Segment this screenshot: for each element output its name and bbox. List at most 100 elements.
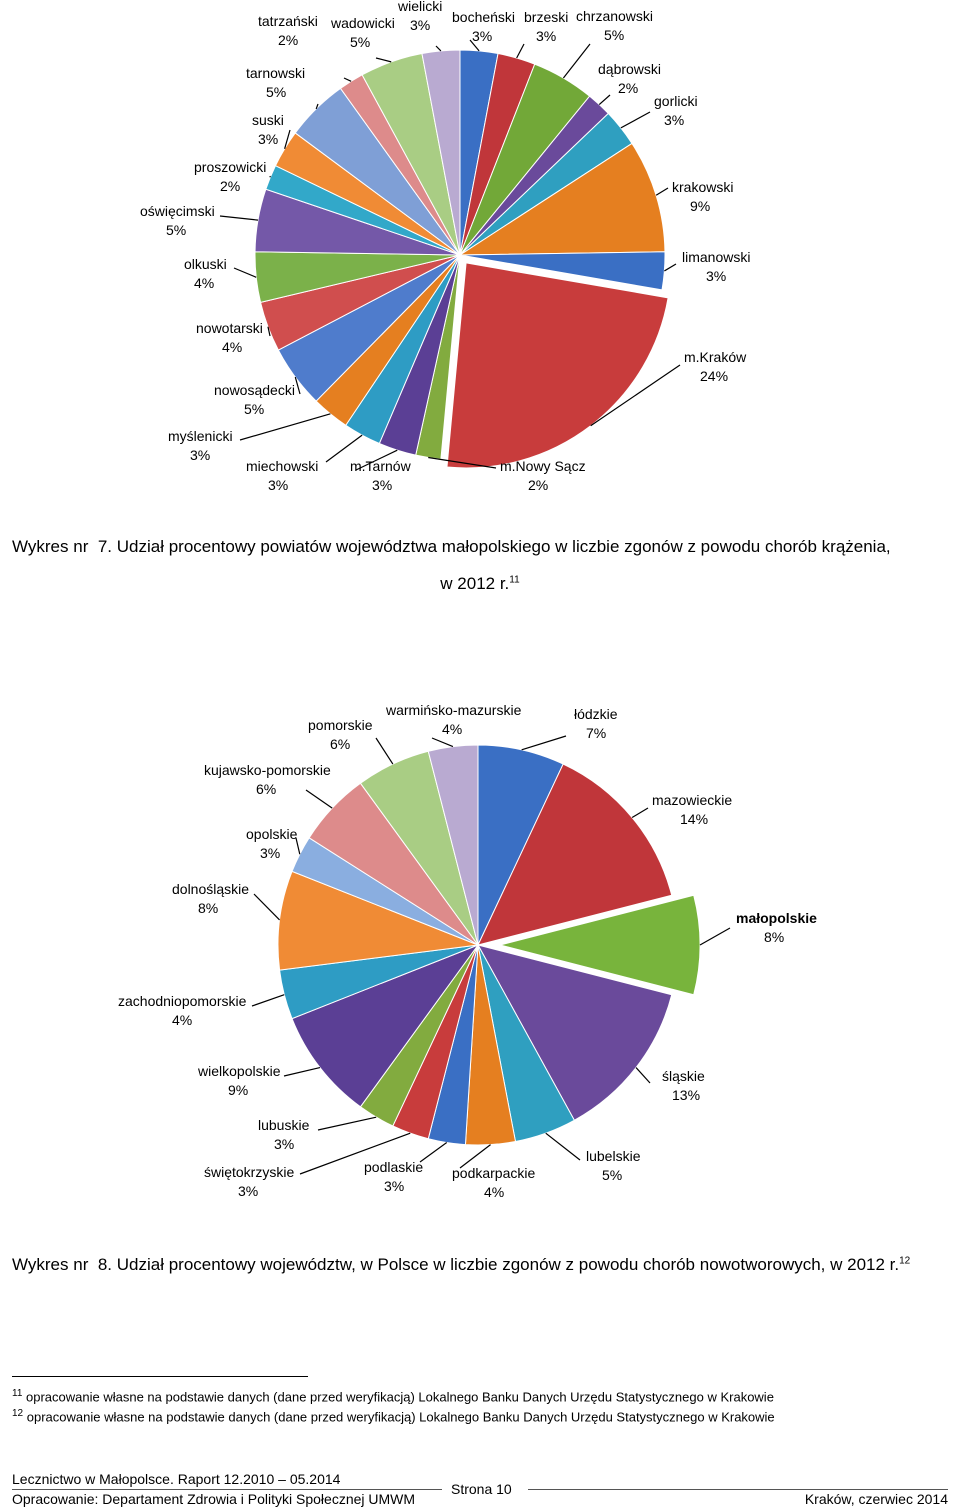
footnote-ref[interactable]: 11 — [509, 574, 520, 586]
leader-line — [343, 77, 352, 82]
slice-value-label: 3% — [664, 112, 684, 128]
caption-chart-7: Wykres nr 7. Udział procentowy powiatów … — [12, 537, 948, 557]
leader-line — [516, 43, 525, 59]
leader-line — [375, 57, 392, 63]
slice-label: tarnowski — [246, 65, 305, 81]
slice-label: m.Kraków — [684, 349, 747, 365]
slice-value-label: 3% — [238, 1183, 258, 1199]
slice-label: dąbrowski — [598, 61, 661, 77]
footnote-separator — [12, 1376, 308, 1377]
footnote-12: 12 opracowanie własne na podstawie danyc… — [12, 1408, 775, 1424]
leader-line — [375, 737, 394, 765]
leader-line — [233, 267, 257, 278]
slice-label: mazowieckie — [652, 792, 732, 808]
leader-line — [545, 1132, 581, 1161]
slice-label: chrzanowski — [576, 8, 653, 24]
slice-label: śląskie — [662, 1068, 705, 1084]
slice-value-label: 9% — [228, 1082, 248, 1098]
slice-value-label: 3% — [260, 845, 280, 861]
caption-number: 7. — [97, 537, 112, 556]
footnote-text: opracowanie własne na podstawie danych (… — [26, 1409, 775, 1425]
slice-label: pomorskie — [308, 717, 373, 733]
caption-chart-7-line2: w 2012 r.11 — [12, 574, 948, 594]
leader-line — [428, 456, 497, 469]
leader-line — [655, 187, 669, 196]
slice-value-label: 3% — [268, 477, 288, 490]
slice-label: podlaskie — [364, 1159, 423, 1175]
pie-slice-dolnoslaskie — [277, 870, 479, 971]
slice-value-label: 8% — [198, 900, 218, 916]
slice-value-label: 3% — [706, 268, 726, 284]
leader-line — [315, 103, 319, 110]
slice-label: krakowski — [672, 179, 733, 195]
footer-divider-left — [12, 1489, 442, 1490]
slice-value-label: 3% — [190, 447, 210, 463]
footnote-text: opracowanie własne na podstawie danych (… — [26, 1389, 774, 1405]
slice-label: lubuskie — [258, 1117, 310, 1133]
slice-value-label: 3% — [274, 1136, 294, 1152]
leader-line — [620, 111, 651, 129]
pie-slice-wielkopolskie — [291, 943, 480, 1108]
slice-label: limanowski — [682, 249, 750, 265]
leader-line — [283, 1066, 321, 1077]
slice-label: oświęcimski — [140, 203, 215, 219]
slice-value-label: 14% — [680, 811, 708, 827]
slice-value-label: 5% — [166, 222, 186, 238]
slice-label: miechowski — [246, 458, 318, 474]
footer-department: Opracowanie: Departament Zdrowia i Polit… — [12, 1491, 416, 1507]
slice-label: zachodniopomorskie — [118, 993, 247, 1009]
chart-wojewodztwa: łódzkie 7% mazowieckie 14% małopolskie 8% śląs… — [118, 702, 817, 1200]
leader-line — [459, 1144, 491, 1169]
leader-line — [239, 413, 331, 441]
slice-value-label: 24% — [700, 368, 728, 384]
leader-line — [435, 45, 442, 52]
caption-text: Udział procentowy powiatów województwa m… — [116, 537, 891, 556]
leader-line — [562, 43, 591, 79]
slice-label: łódzkie — [574, 706, 618, 722]
slice-value-label: 5% — [266, 84, 286, 100]
leader-line — [294, 376, 301, 395]
chart-powiaty: bocheński 3% brzeski 3% chrzanowski 5% dąbrows… — [140, 0, 750, 490]
slice-label: tatrzański — [258, 13, 318, 29]
slice-value-label: 4% — [442, 721, 462, 737]
slice-label: m.Tarnów — [350, 458, 412, 474]
leader-line — [431, 737, 454, 748]
slice-label: brzeski — [524, 9, 568, 25]
leader-line — [631, 807, 649, 819]
slice-value-label: 5% — [602, 1167, 622, 1183]
slice-value-label: 3% — [258, 131, 278, 147]
slice-label: nowotarski — [196, 320, 263, 336]
slice-label: świętokrzyskie — [204, 1164, 294, 1180]
slice-value-label: 8% — [764, 929, 784, 945]
slice-label: opolskie — [246, 826, 298, 842]
footnote-ref[interactable]: 12 — [899, 1255, 911, 1267]
slice-label: lubelskie — [586, 1148, 641, 1164]
slice-value-label: 5% — [604, 27, 624, 43]
slice-value-label: 7% — [586, 725, 606, 741]
page-number: Strona 10 — [451, 1481, 512, 1497]
slice-label: wadowicki — [330, 15, 395, 31]
caption-number: 8. — [97, 1255, 112, 1274]
caption-chart-8: Wykres nr 8. Udział procentowy województ… — [12, 1255, 948, 1275]
slice-value-label: 13% — [672, 1087, 700, 1103]
slice-value-label: 6% — [256, 781, 276, 797]
slice-label: olkuski — [184, 256, 227, 272]
slice-value-label: 2% — [528, 477, 548, 490]
caption-lead: Wykres nr — [12, 537, 89, 556]
slice-label: warmińsko-mazurskie — [385, 702, 522, 718]
footer-divider-right — [528, 1489, 948, 1490]
slice-value-label: 4% — [194, 275, 214, 291]
leader-line — [590, 364, 681, 427]
slice-value-label: 3% — [410, 17, 430, 33]
caption-text: w 2012 r. — [440, 574, 510, 593]
slice-value-label: 5% — [350, 34, 370, 50]
leader-line — [325, 434, 363, 463]
footer-report-title: Lecznictwo w Małopolsce. Raport 12.2010 … — [12, 1471, 341, 1487]
leader-line — [635, 1067, 651, 1084]
leader-line — [251, 994, 285, 1007]
footer-date: Kraków, czerwiec 2014 — [804, 1491, 948, 1507]
leader-line — [219, 215, 259, 221]
slice-label: wielkopolskie — [197, 1063, 281, 1079]
slice-label: dolnośląskie — [172, 881, 249, 897]
pie-slice-limanowski — [459, 251, 666, 291]
